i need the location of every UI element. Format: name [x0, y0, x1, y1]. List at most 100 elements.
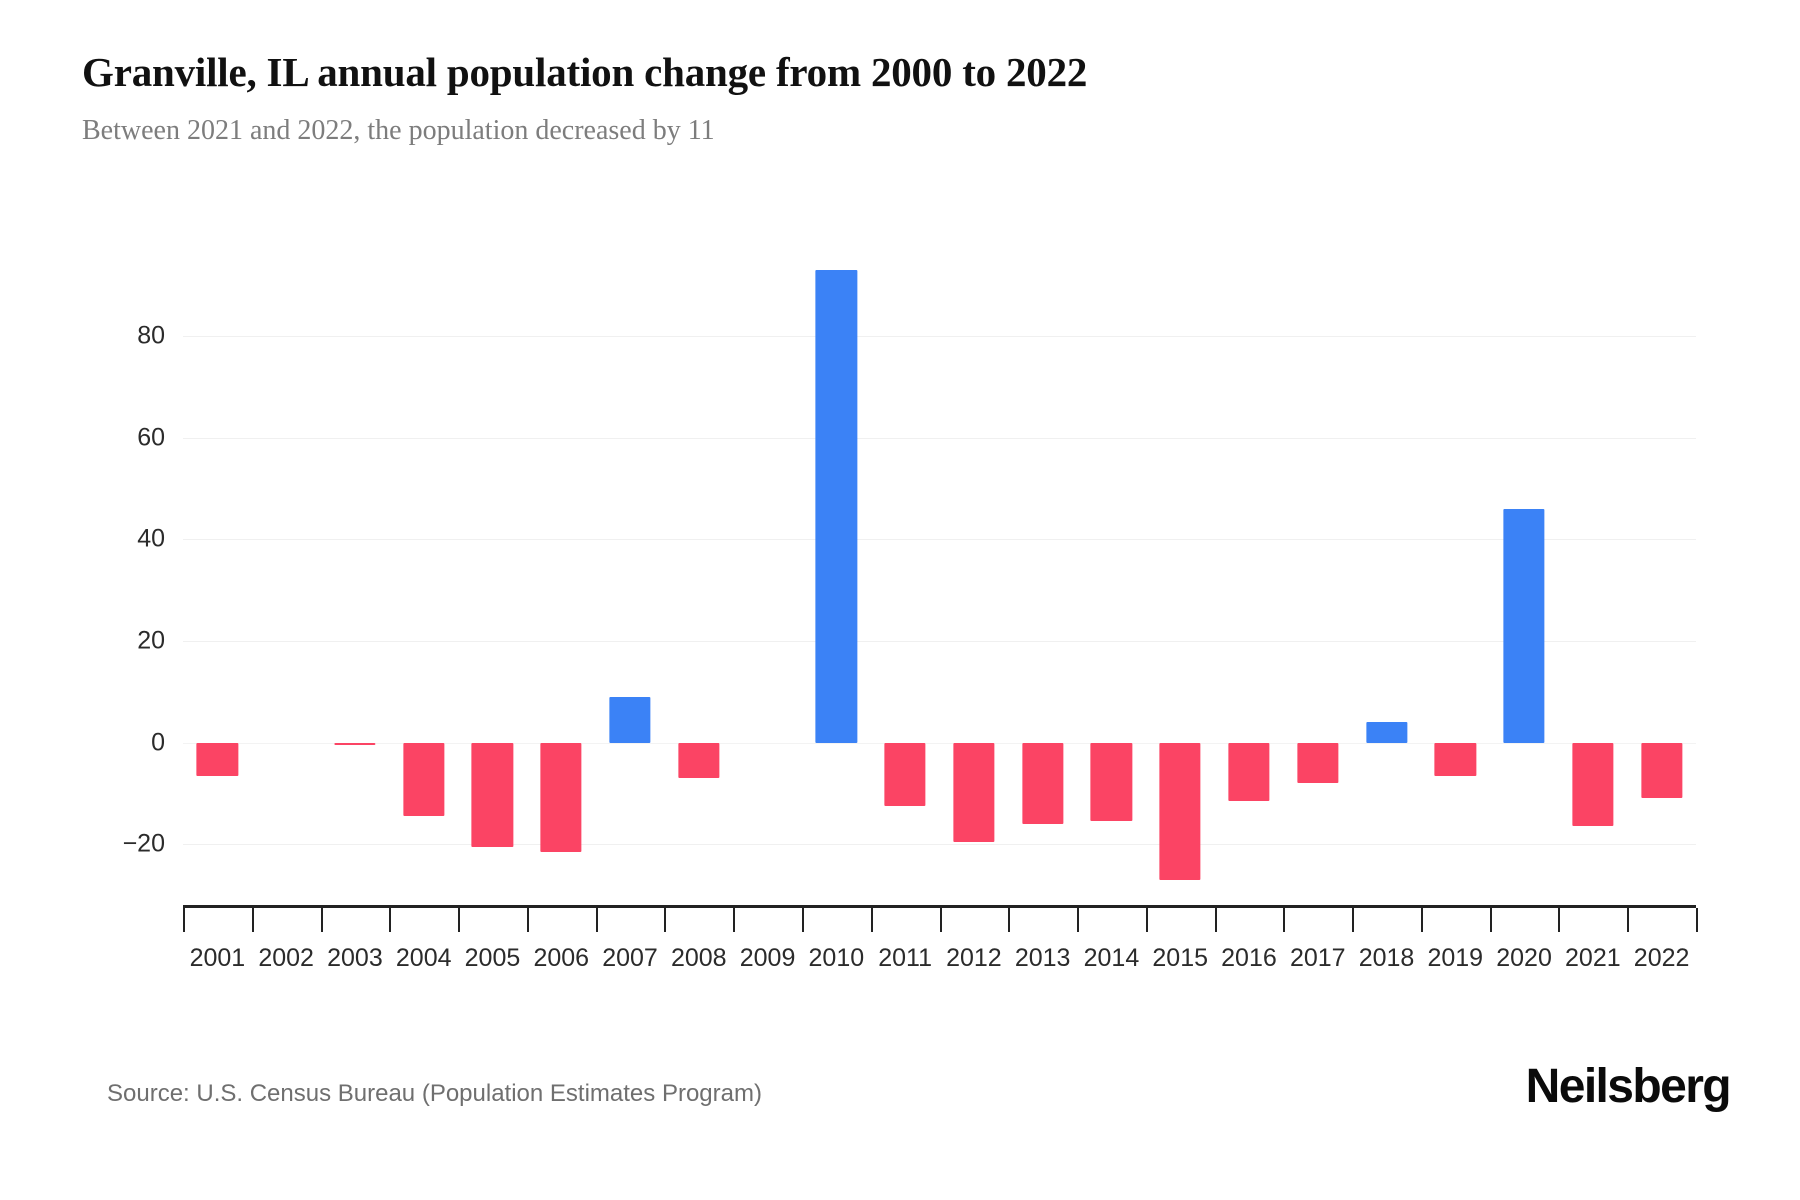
plot-canvas: 80 60 40 20 0 −20	[123, 255, 1696, 905]
bar-slot[interactable]	[389, 255, 458, 905]
bar-slot[interactable]	[458, 255, 527, 905]
x-axis-tick	[389, 908, 392, 932]
bar-slot[interactable]	[802, 255, 871, 905]
bar-slot[interactable]	[321, 255, 390, 905]
x-axis-tick-label: 2010	[808, 944, 865, 972]
bar-2003[interactable]	[334, 742, 376, 746]
x-axis-tick-label: 2019	[1427, 944, 1484, 972]
bar-slot[interactable]	[1421, 255, 1490, 905]
bar-slot[interactable]	[1627, 255, 1696, 905]
bar-2006[interactable]	[540, 742, 582, 852]
x-axis-tick-label: 2009	[739, 944, 796, 972]
gridline	[183, 437, 1696, 439]
gridline	[183, 742, 1696, 744]
x-axis-tick	[1420, 908, 1423, 932]
x-axis-tick-label: 2018	[1358, 944, 1415, 972]
x-axis-tick	[251, 908, 254, 932]
y-axis-tick-label: 80	[137, 321, 165, 350]
bar-2015[interactable]	[1159, 742, 1201, 880]
x-axis-tick-label: 2021	[1565, 944, 1621, 972]
x-axis-tick	[1214, 908, 1217, 932]
x-axis-tick	[526, 908, 529, 932]
bar-2020[interactable]	[1503, 508, 1545, 743]
x-axis-tick	[458, 908, 461, 932]
x-axis-tick-label: 2006	[533, 944, 590, 972]
x-axis-tick-label: 2015	[1152, 944, 1209, 972]
bar-slot[interactable]	[1283, 255, 1352, 905]
y-axis-tick-label: −20	[122, 829, 165, 858]
y-axis-tick-label: 60	[137, 423, 165, 452]
y-axis-tick-label: 40	[137, 524, 165, 553]
bar-slot[interactable]	[1146, 255, 1215, 905]
bar-2013[interactable]	[1022, 742, 1064, 824]
x-axis-tick	[1352, 908, 1355, 932]
x-axis-tick-label: 2016	[1221, 944, 1277, 972]
x-axis-tick	[1558, 908, 1561, 932]
bar-slot[interactable]	[733, 255, 802, 905]
x-axis-tick	[1489, 908, 1492, 932]
bar-slot[interactable]	[664, 255, 733, 905]
bar-2011[interactable]	[884, 742, 926, 806]
bar-slot[interactable]	[252, 255, 321, 905]
page-title: Granville, IL annual population change f…	[82, 49, 1088, 95]
x-axis-tick-label: 2022	[1633, 944, 1690, 972]
bar-slot[interactable]	[940, 255, 1009, 905]
bar-slot[interactable]	[1352, 255, 1421, 905]
bar-slot[interactable]	[1215, 255, 1284, 905]
x-axis-tick-label: 2007	[602, 944, 658, 972]
x-axis-tick	[183, 908, 185, 932]
bar-slot[interactable]	[596, 255, 665, 905]
bar-2012[interactable]	[953, 742, 995, 842]
x-axis-tick-label: 2004	[395, 944, 452, 972]
bar-slot[interactable]	[1558, 255, 1627, 905]
x-axis-tick-label: 2020	[1496, 944, 1552, 972]
x-axis-tick-label: 2013	[1014, 944, 1071, 972]
bar-slot[interactable]	[1490, 255, 1559, 905]
bar-2001[interactable]	[196, 742, 238, 776]
x-axis-tick	[1696, 908, 1698, 932]
x-axis-tick	[1008, 908, 1011, 932]
bar-2019[interactable]	[1434, 742, 1476, 776]
bar-2014[interactable]	[1090, 742, 1133, 822]
x-axis-tick	[1627, 908, 1630, 932]
bar-2008[interactable]	[678, 742, 720, 779]
x-axis-tick	[1077, 908, 1080, 932]
x-axis-tick-label: 2014	[1083, 944, 1140, 972]
bar-slot[interactable]	[1008, 255, 1077, 905]
x-axis-tick	[733, 908, 736, 932]
x-axis-tick-label: 2005	[464, 944, 521, 972]
bar-2016[interactable]	[1228, 742, 1270, 801]
gridline	[183, 844, 1696, 846]
bar-2010[interactable]	[815, 270, 857, 743]
x-axis-tick-label: 2008	[670, 944, 727, 972]
chart-subtitle: Between 2021 and 2022, the population de…	[82, 115, 715, 147]
bar-2017[interactable]	[1297, 742, 1339, 784]
source-note: Source: U.S. Census Bureau (Population E…	[107, 1080, 762, 1107]
x-axis-tick-label: 2017	[1289, 944, 1346, 972]
x-axis-tick	[664, 908, 667, 932]
x-axis-tick	[320, 908, 323, 932]
x-axis-tick	[1283, 908, 1286, 932]
bar-2007[interactable]	[609, 696, 651, 743]
x-axis-tick-label: 2012	[946, 944, 1002, 972]
chart-header: Granville, IL annual population change f…	[82, 48, 1722, 148]
bar-2022[interactable]	[1640, 742, 1683, 799]
bar-slot[interactable]	[527, 255, 596, 905]
gridline	[183, 539, 1696, 541]
bar-2005[interactable]	[471, 742, 514, 847]
y-axis-tick-label: 0	[151, 728, 165, 756]
bar-slot[interactable]	[183, 255, 252, 905]
y-axis-tick-label: 20	[137, 626, 165, 655]
x-axis-tick-label: 2003	[327, 944, 383, 972]
brand-logo: Neilsberg	[1525, 1060, 1732, 1113]
x-axis-tick	[1145, 908, 1148, 932]
x-axis-tick	[595, 908, 598, 932]
bar-slot[interactable]	[871, 255, 940, 905]
bar-2018[interactable]	[1365, 722, 1408, 743]
bar-slot[interactable]	[1077, 255, 1146, 905]
bar-2021[interactable]	[1572, 742, 1614, 827]
x-axis-tick-label: 2002	[258, 944, 314, 972]
bar-2004[interactable]	[403, 742, 445, 817]
